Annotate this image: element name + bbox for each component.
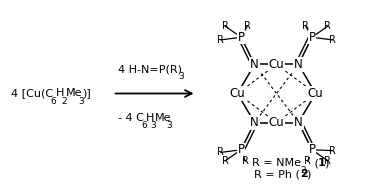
Text: R: R bbox=[329, 146, 336, 156]
Text: R: R bbox=[304, 156, 311, 166]
Text: P: P bbox=[238, 31, 245, 44]
Text: 3: 3 bbox=[167, 121, 172, 130]
Text: R: R bbox=[222, 21, 229, 31]
Text: - 4 C: - 4 C bbox=[118, 113, 144, 123]
Text: 3: 3 bbox=[150, 121, 156, 130]
Text: 2: 2 bbox=[301, 166, 306, 175]
Text: ): ) bbox=[324, 158, 328, 168]
Text: N: N bbox=[294, 58, 303, 71]
Text: ): ) bbox=[306, 169, 311, 179]
Text: P: P bbox=[308, 143, 315, 156]
Text: R = NMe: R = NMe bbox=[252, 158, 301, 168]
Text: 6: 6 bbox=[51, 97, 57, 106]
Text: 2: 2 bbox=[62, 97, 67, 106]
Text: Cu: Cu bbox=[269, 116, 284, 129]
Text: R: R bbox=[217, 35, 225, 45]
Text: H: H bbox=[146, 113, 154, 123]
Text: (: ( bbox=[311, 158, 319, 168]
Text: N: N bbox=[250, 116, 259, 129]
Text: 2: 2 bbox=[300, 169, 308, 179]
Text: 3: 3 bbox=[178, 72, 184, 81]
Text: 1: 1 bbox=[318, 158, 326, 168]
Text: N: N bbox=[250, 58, 259, 71]
Text: H: H bbox=[56, 88, 64, 99]
Text: 4 [Cu(C: 4 [Cu(C bbox=[11, 88, 53, 99]
Text: R: R bbox=[324, 21, 332, 31]
Text: Me: Me bbox=[155, 113, 171, 123]
Text: R = Ph (: R = Ph ( bbox=[254, 169, 299, 179]
Text: R: R bbox=[244, 21, 251, 31]
Text: R: R bbox=[222, 156, 229, 166]
Text: 6: 6 bbox=[141, 121, 147, 130]
Text: P: P bbox=[308, 31, 315, 44]
Text: 4 H-N=P(R): 4 H-N=P(R) bbox=[118, 64, 182, 74]
Text: Cu: Cu bbox=[269, 58, 284, 71]
Text: )]: )] bbox=[82, 88, 91, 99]
Text: P: P bbox=[238, 143, 245, 156]
Text: R: R bbox=[302, 21, 309, 31]
Text: Me: Me bbox=[66, 88, 83, 99]
Text: R: R bbox=[324, 156, 332, 166]
Text: R: R bbox=[217, 147, 225, 157]
Text: Cu: Cu bbox=[229, 87, 245, 100]
Text: R: R bbox=[329, 35, 336, 45]
Text: Cu: Cu bbox=[308, 87, 324, 100]
Text: R: R bbox=[242, 156, 249, 166]
Text: 3: 3 bbox=[79, 97, 85, 106]
Text: N: N bbox=[294, 116, 303, 129]
